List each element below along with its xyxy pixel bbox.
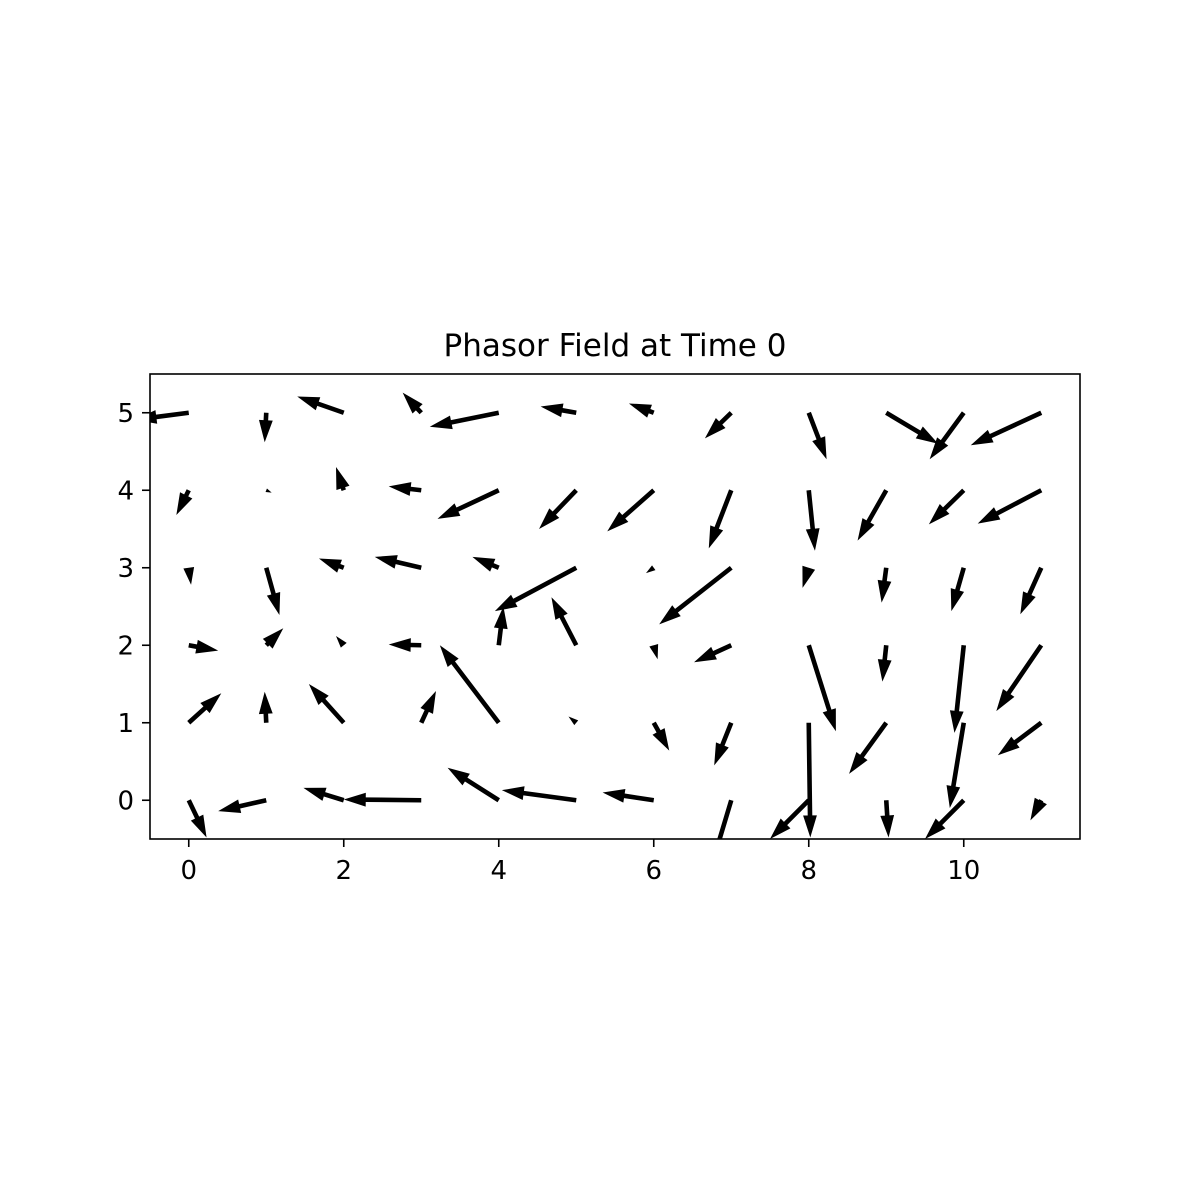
- quiver-arrow: [150, 410, 190, 424]
- quiver-arrow: [318, 558, 345, 573]
- quiver-arrow: [568, 716, 579, 726]
- x-tick-label: 6: [645, 856, 662, 886]
- axes-frame: [149, 373, 1081, 840]
- y-tick-label: 5: [117, 399, 134, 429]
- quiver-arrow: [343, 792, 422, 807]
- quiver-arrow: [877, 567, 892, 603]
- quiver-arrow: [303, 787, 345, 803]
- quiver-arrow: [540, 403, 577, 418]
- quiver-arrow: [388, 482, 422, 496]
- quiver-arrow: [970, 410, 1043, 446]
- x-tick-label: 10: [947, 856, 980, 886]
- quiver-arrow: [429, 410, 500, 430]
- quiver-arrow: [308, 684, 346, 725]
- quiver-arrow: [447, 767, 500, 803]
- quiver-arrow: [996, 643, 1044, 712]
- quiver-arrow: [805, 490, 820, 551]
- quiver-arrow: [849, 721, 889, 774]
- quiver-arrow: [929, 411, 966, 460]
- quiver-arrow: [694, 643, 733, 663]
- quiver-arrow: [880, 800, 895, 838]
- quiver-arrow: [1020, 566, 1044, 615]
- quiver-arrow: [1030, 797, 1047, 821]
- x-tick-label: 4: [490, 856, 507, 886]
- quiver-arrow: [802, 565, 816, 588]
- quiver-arrow: [704, 411, 733, 439]
- quiver-arrow: [188, 639, 219, 654]
- quiver-arrow: [388, 638, 422, 652]
- quiver-arrow: [374, 555, 422, 570]
- y-tick-label: 2: [117, 631, 134, 661]
- quiver-arrow: [857, 489, 889, 541]
- quiver-arrow: [494, 565, 578, 612]
- quiver-arrow: [264, 567, 281, 616]
- quiver-arrow: [336, 635, 347, 648]
- y-tick-label: 4: [117, 476, 134, 506]
- quiver-arrow: [628, 403, 655, 418]
- quiver-arrow: [336, 467, 350, 491]
- x-tick-label: 2: [335, 856, 352, 886]
- x-tick-label: 0: [180, 856, 197, 886]
- quiver-arrow: [928, 488, 966, 525]
- quiver-arrow: [651, 721, 670, 751]
- arrow-layer: [150, 392, 1047, 839]
- quiver-arrow: [501, 786, 577, 803]
- quiver-arrow: [770, 798, 811, 839]
- y-tick-label: 1: [117, 709, 134, 739]
- quiver-arrow: [265, 488, 272, 493]
- quiver-arrow: [183, 567, 195, 585]
- quiver-arrow: [946, 722, 967, 808]
- quiver-arrow: [977, 488, 1043, 524]
- quiver-arrow: [877, 645, 892, 682]
- quiver-arrow: [885, 410, 939, 444]
- quiver-arrow: [472, 556, 500, 572]
- y-tick-label: 0: [117, 786, 134, 816]
- quiver-arrow: [297, 396, 345, 415]
- quiver-arrow: [714, 721, 734, 766]
- quiver-arrow: [997, 720, 1043, 756]
- quiver-arrow: [539, 488, 578, 529]
- quiver-arrow: [806, 644, 836, 732]
- quiver-arrow: [262, 628, 284, 649]
- quiver-arrow: [646, 565, 656, 574]
- x-axis: 0 2 4 6 8 10: [180, 839, 980, 886]
- quiver-arrow: [402, 392, 423, 415]
- quiver-arrow: [806, 411, 827, 460]
- y-axis: 0 1 2 3 4 5: [117, 399, 150, 816]
- quiver-arrow: [258, 691, 273, 723]
- quiver-arrow: [551, 597, 579, 647]
- quiver-arrow: [493, 606, 508, 646]
- quiver-arrow: [949, 645, 967, 733]
- quiver-arrow: [419, 690, 436, 724]
- quiver-arrow: [186, 799, 207, 838]
- quiver-arrow: [708, 489, 734, 549]
- y-tick-label: 3: [117, 554, 134, 584]
- x-tick-label: 8: [800, 856, 817, 886]
- quiver-arrow: [649, 644, 659, 660]
- quiver-arrow: [439, 645, 501, 725]
- quiver-arrow: [607, 488, 656, 532]
- quiver-arrow: [187, 693, 222, 725]
- quiver-arrow: [803, 722, 817, 838]
- chart-title: Phasor Field at Time 0: [444, 328, 787, 364]
- quiver-arrow: [602, 788, 655, 803]
- quiver-arrow: [659, 565, 733, 625]
- quiver-arrow: [176, 489, 193, 516]
- quiver-arrow: [258, 412, 273, 443]
- quiver-arrow: [925, 798, 966, 839]
- quiver-arrow: [950, 567, 966, 612]
- quiver-arrow: [717, 799, 734, 839]
- quiver-arrow: [218, 798, 267, 813]
- quiver-arrow: [437, 488, 500, 519]
